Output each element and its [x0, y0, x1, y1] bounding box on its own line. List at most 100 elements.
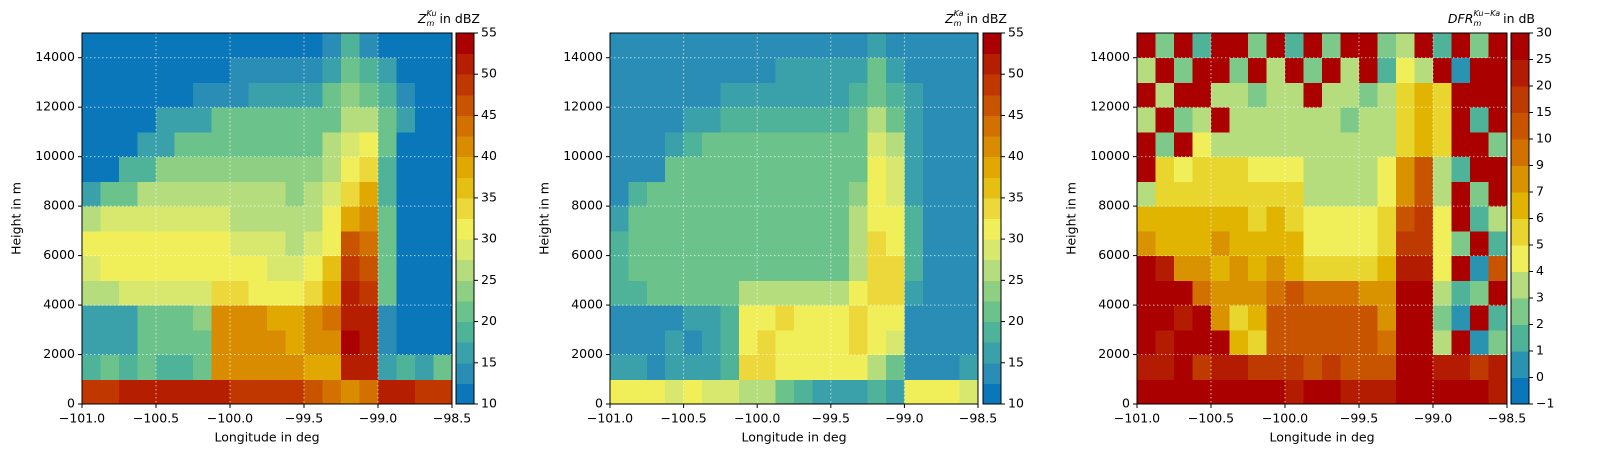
heatmap-cell	[1137, 181, 1156, 207]
heatmap-cell	[1340, 354, 1360, 380]
colorbar-tick-label: 20	[1008, 313, 1024, 328]
heatmap-cell	[82, 280, 101, 306]
y-tick-label: 0	[595, 396, 603, 411]
heatmap-cell	[285, 206, 305, 232]
heatmap-cell	[665, 107, 685, 133]
heatmap-cell	[156, 156, 175, 182]
heatmap-cell	[378, 280, 397, 306]
heatmap-cell	[341, 230, 360, 257]
heatmap-cell	[738, 255, 758, 281]
heatmap-cell	[137, 107, 157, 133]
heatmap-cell	[1137, 82, 1156, 108]
colorbar-tick-label: 5	[1536, 237, 1544, 252]
heatmap-cell	[304, 131, 323, 158]
heatmap-cell	[304, 57, 323, 83]
heatmap-cell	[1211, 230, 1230, 257]
heatmap-cell	[322, 156, 342, 182]
heatmap-cell	[1266, 82, 1286, 108]
heatmap-cell	[1488, 57, 1508, 83]
heatmap-cell	[830, 181, 850, 207]
heatmap-cell	[812, 255, 832, 281]
heatmap-cell	[1396, 156, 1415, 182]
heatmap-cell	[1266, 329, 1286, 356]
heatmap-cell	[1155, 354, 1175, 380]
heatmap-cell	[1285, 107, 1304, 133]
heatmap-cell	[433, 230, 453, 257]
heatmap-cell	[174, 354, 194, 380]
heatmap-cell	[1174, 305, 1193, 331]
heatmap-cell	[702, 255, 721, 281]
heatmap-cell	[1285, 230, 1304, 257]
heatmap-cell	[248, 305, 268, 331]
heatmap-cell	[285, 156, 305, 182]
heatmap-cell	[1433, 206, 1452, 232]
heatmap-cell	[304, 156, 323, 182]
heatmap-cell	[396, 107, 416, 133]
heatmap-cell	[1155, 131, 1175, 158]
heatmap-cell	[174, 181, 194, 207]
heatmap-cell	[100, 379, 120, 405]
heatmap-cell	[415, 354, 434, 380]
heatmap-cell	[396, 156, 416, 182]
heatmap-cell	[1303, 280, 1323, 306]
heatmap-cell	[683, 82, 703, 108]
heatmap-cell	[211, 280, 231, 306]
heatmap-cell	[100, 107, 120, 133]
heatmap-cell	[433, 280, 453, 306]
title-sup: Ku−Ka	[1473, 9, 1500, 18]
heatmap-cell	[174, 255, 194, 281]
heatmap-cell	[1433, 82, 1452, 108]
colorbar-tick-label: 40	[1008, 148, 1024, 163]
heatmap-cell	[1266, 354, 1286, 380]
heatmap-cell	[904, 33, 924, 59]
heatmap-cell	[665, 255, 685, 281]
heatmap-cell	[646, 305, 666, 331]
heatmap-cell	[1340, 255, 1360, 281]
heatmap-cell	[396, 131, 416, 158]
heatmap-cell	[415, 305, 434, 331]
colorbar-segment	[1511, 192, 1529, 219]
heatmap-cell	[738, 305, 758, 331]
heatmap-cell	[1377, 280, 1397, 306]
heatmap-cell	[304, 305, 323, 331]
heatmap-cell	[1285, 206, 1304, 232]
title-sup: Ku	[426, 9, 436, 18]
heatmap-cell	[812, 280, 832, 306]
heatmap-cell	[415, 107, 434, 133]
heatmap-cell	[922, 181, 942, 207]
heatmap-cell	[757, 181, 777, 207]
heatmap-cell	[378, 206, 397, 232]
colorbar-segment	[456, 383, 474, 405]
heatmap-cell	[1248, 33, 1267, 59]
heatmap-cell	[1433, 280, 1452, 306]
heatmap-cell	[720, 206, 740, 232]
heatmap-cell	[1285, 156, 1304, 182]
heatmap-cell	[1451, 354, 1471, 380]
heatmap-cell	[1266, 33, 1286, 59]
heatmap-cell	[1488, 156, 1508, 182]
heatmap-cell	[359, 255, 379, 281]
heatmap-cell	[610, 305, 629, 331]
heatmap-cell	[119, 181, 138, 207]
heatmap-cell	[683, 131, 703, 158]
heatmap-cell	[248, 107, 268, 133]
heatmap-cell	[137, 305, 157, 331]
heatmap-cell	[304, 206, 323, 232]
heatmap-cell	[1451, 57, 1471, 83]
heatmap-cell	[211, 329, 231, 356]
heatmap-cell	[1488, 305, 1508, 331]
heatmap-cell	[359, 82, 379, 108]
heatmap-cell	[812, 329, 832, 356]
heatmap-cell	[156, 230, 175, 257]
heatmap-cell	[1433, 131, 1452, 158]
heatmap-cell	[959, 379, 979, 405]
heatmap-cell	[267, 57, 286, 83]
heatmap-cell	[1340, 156, 1360, 182]
heatmap-cell	[119, 206, 138, 232]
x-axis-label: Longitude in deg	[741, 430, 846, 445]
heatmap-cell	[1229, 107, 1249, 133]
colorbar-tick-label: 15	[481, 354, 497, 369]
heatmap-cell	[720, 131, 740, 158]
title-sub: m	[1473, 19, 1481, 28]
heatmap-cell	[174, 329, 194, 356]
